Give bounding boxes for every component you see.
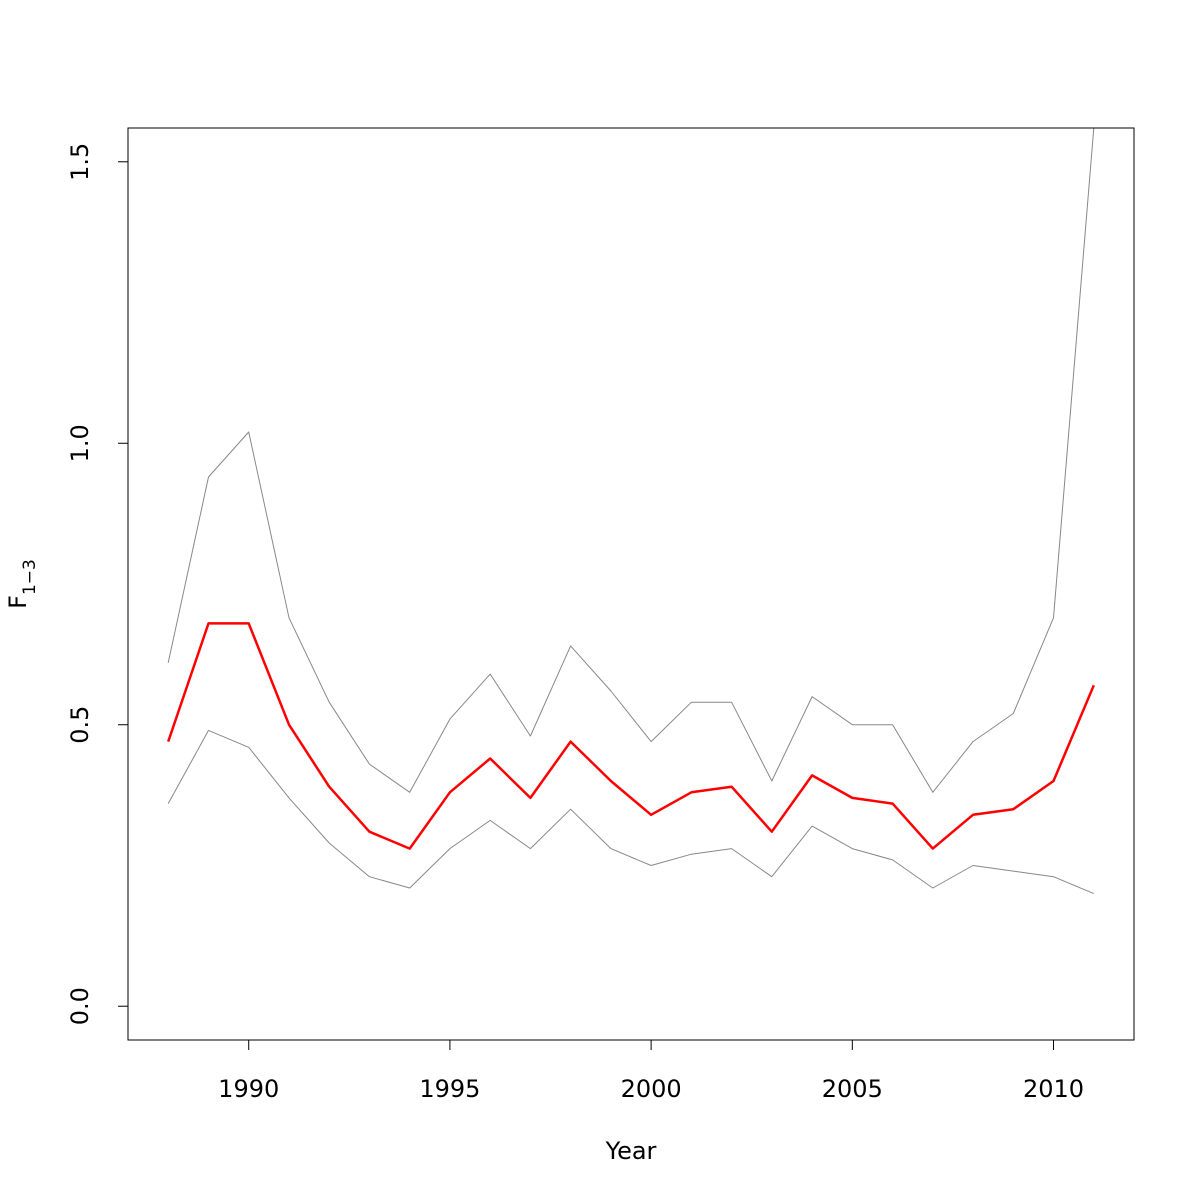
y-tick-label: 1.5 [66,143,94,181]
x-tick-label: 2005 [822,1075,883,1103]
y-tick-label: 0.5 [66,706,94,744]
y-axis-title-subscript: 1−3 [20,559,40,595]
x-tick-label: 2010 [1023,1075,1084,1103]
x-tick-label: 2000 [621,1075,682,1103]
y-tick-label: 0.0 [66,987,94,1025]
y-tick-label: 1.0 [66,424,94,462]
x-axis-title: Year [605,1137,657,1165]
y-axis-title-main: F [4,595,32,609]
x-tick-label: 1990 [218,1075,279,1103]
x-tick-label: 1995 [419,1075,480,1103]
